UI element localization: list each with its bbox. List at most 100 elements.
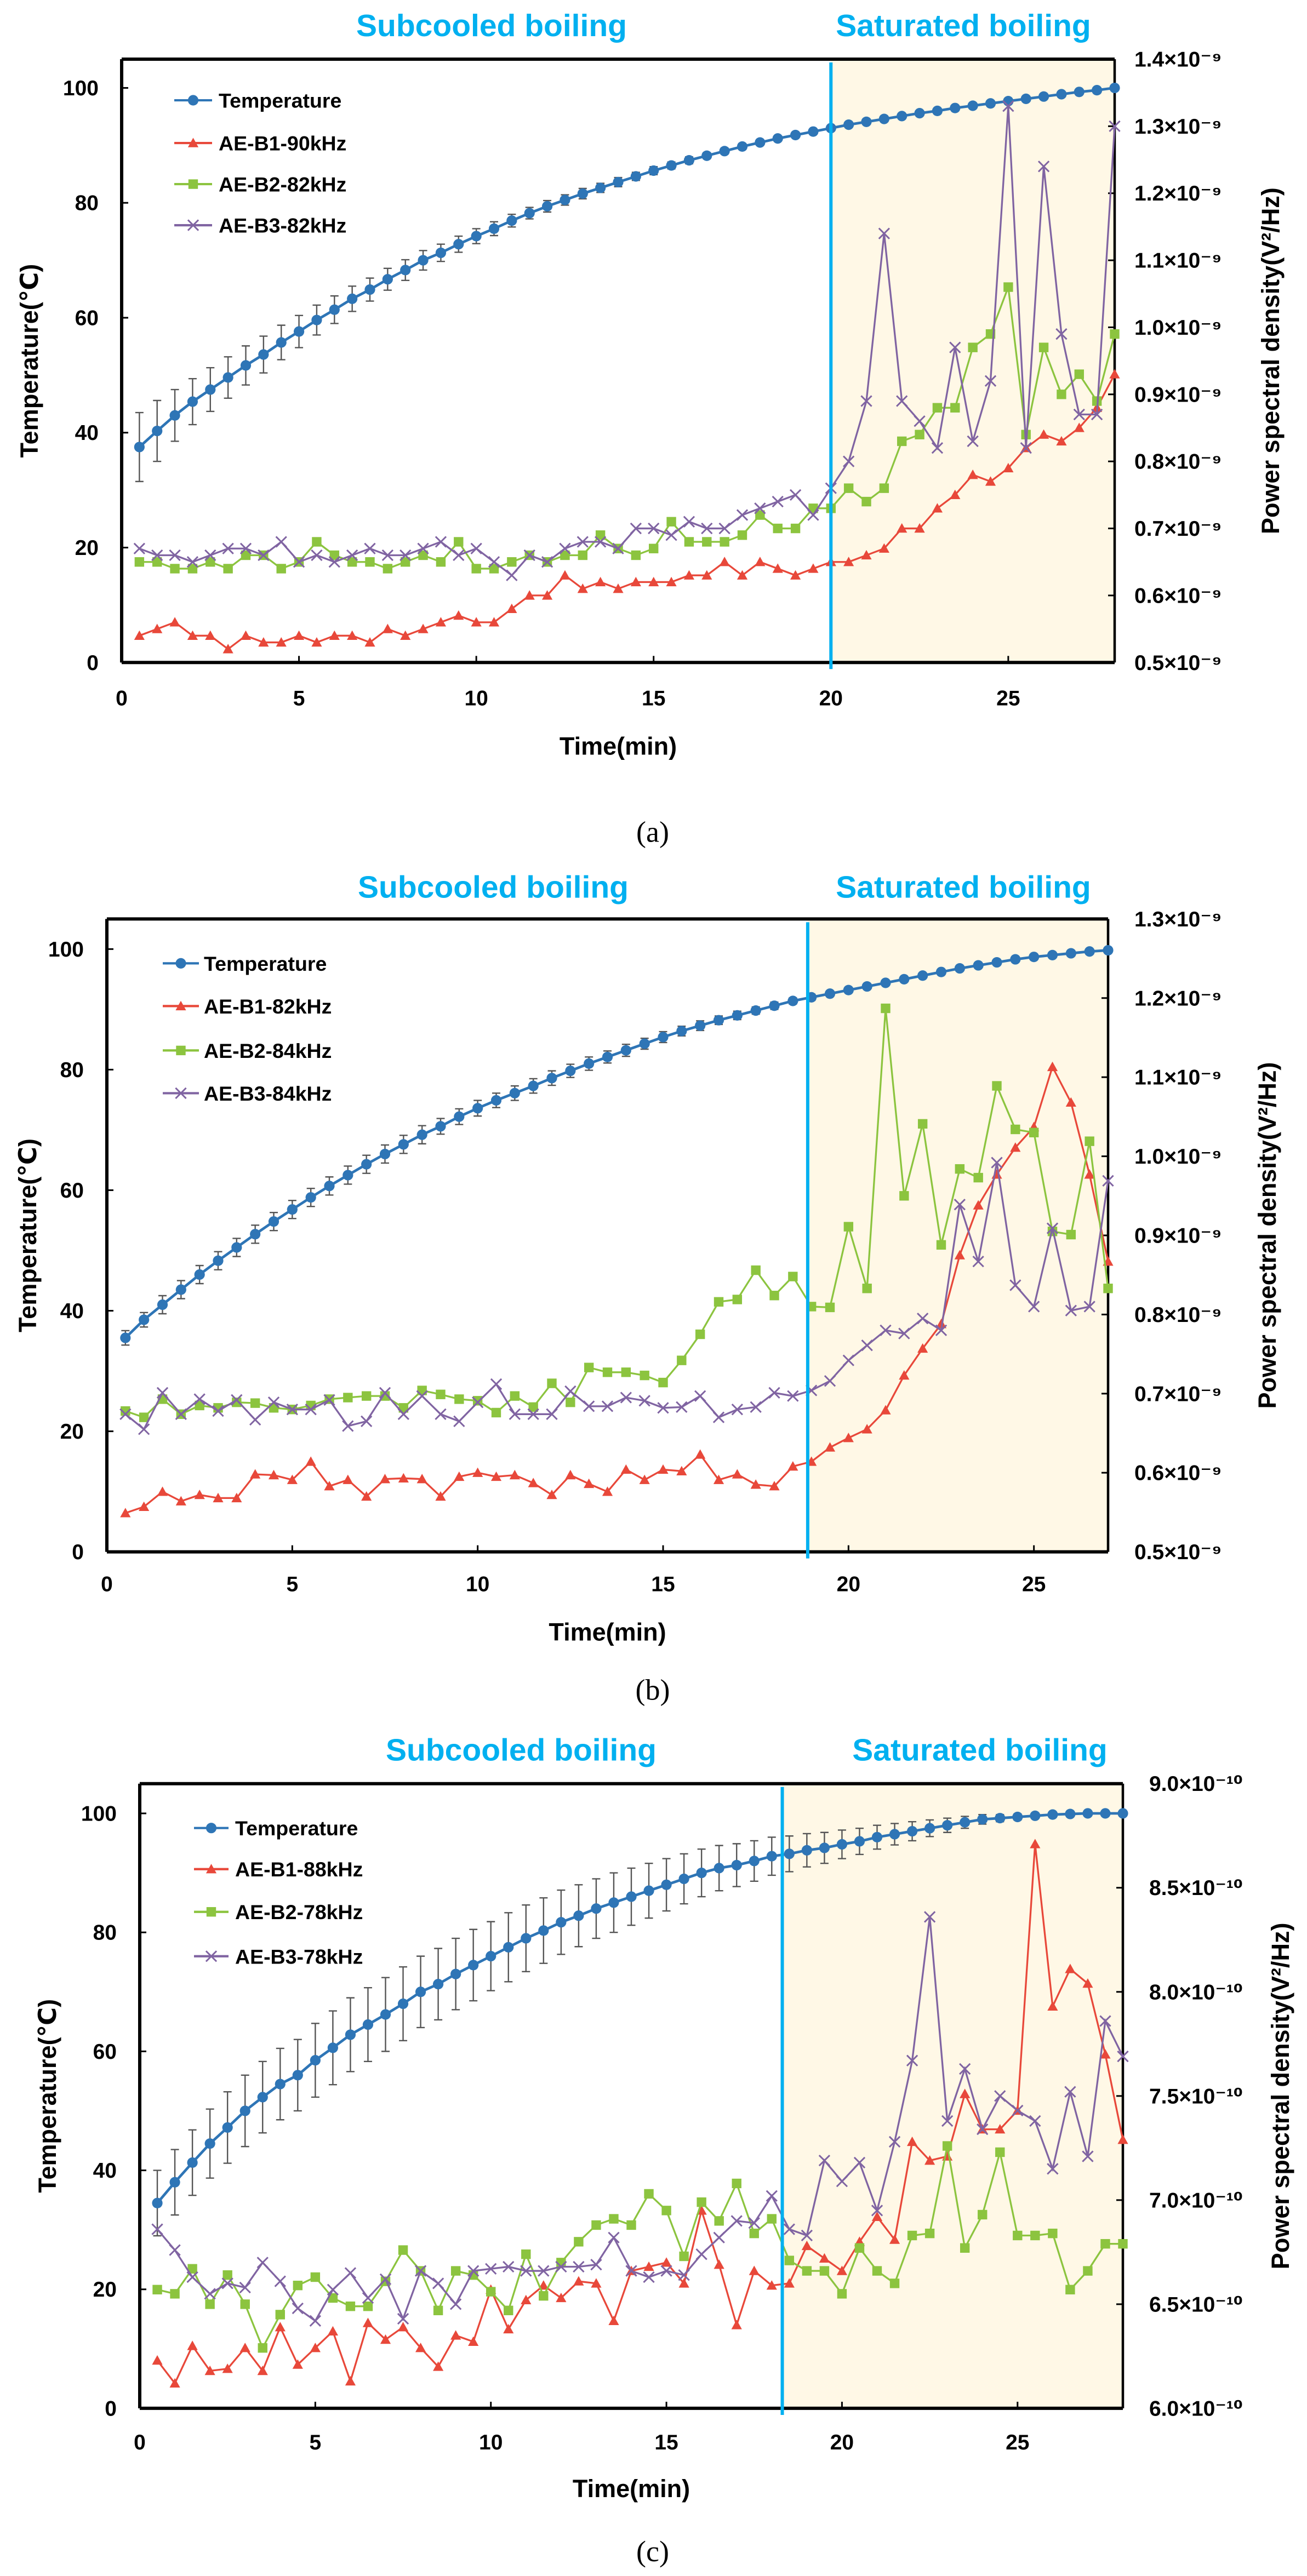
data-point bbox=[620, 1045, 631, 1056]
data-point bbox=[329, 550, 339, 560]
data-point bbox=[397, 1998, 409, 2010]
data-point bbox=[256, 2257, 269, 2269]
legend-marker-icon bbox=[176, 1045, 186, 1056]
data-point bbox=[696, 1867, 707, 1879]
x-tick-label: 15 bbox=[642, 686, 665, 710]
data-point bbox=[342, 1420, 354, 1432]
data-point bbox=[595, 530, 606, 540]
annotation-saturated-boiling: Saturated boiling bbox=[836, 869, 1091, 905]
data-point bbox=[347, 557, 357, 567]
data-point bbox=[1038, 429, 1049, 439]
data-point bbox=[361, 1159, 372, 1170]
data-point bbox=[293, 630, 305, 640]
y2-tick-label: 0.6×10⁻⁹ bbox=[1134, 584, 1222, 608]
data-point bbox=[133, 542, 146, 554]
data-point bbox=[343, 1474, 353, 1484]
data-point bbox=[488, 617, 500, 627]
data-point bbox=[754, 502, 766, 514]
data-point bbox=[1046, 1222, 1059, 1234]
data-point bbox=[436, 557, 446, 567]
y-tick-label: 60 bbox=[75, 306, 99, 330]
data-point bbox=[400, 630, 411, 640]
data-point bbox=[433, 1979, 444, 1990]
annotation-saturated-boiling: Saturated boiling bbox=[836, 8, 1091, 43]
data-point bbox=[329, 630, 340, 640]
data-point bbox=[1117, 2134, 1128, 2144]
data-point bbox=[134, 557, 145, 567]
data-point bbox=[880, 977, 891, 988]
data-point bbox=[565, 1469, 576, 1480]
x-tick-label: 5 bbox=[293, 686, 305, 710]
data-point bbox=[772, 495, 784, 508]
data-point bbox=[222, 542, 234, 554]
data-point bbox=[906, 2054, 918, 2066]
data-point bbox=[1118, 2239, 1128, 2249]
data-point bbox=[221, 2277, 233, 2289]
data-point bbox=[960, 2243, 970, 2253]
y-tick-label: 80 bbox=[60, 1058, 84, 1082]
data-point bbox=[898, 1327, 910, 1339]
data-point bbox=[731, 1859, 742, 1871]
data-point bbox=[750, 1401, 762, 1413]
data-point bbox=[790, 570, 801, 580]
data-point bbox=[1013, 2230, 1023, 2241]
data-point bbox=[435, 536, 447, 548]
data-point bbox=[1020, 442, 1032, 454]
data-point bbox=[521, 2249, 531, 2259]
data-point bbox=[170, 564, 180, 574]
data-point bbox=[1003, 95, 1014, 107]
data-point bbox=[139, 1412, 149, 1422]
data-point bbox=[538, 2265, 550, 2277]
data-point bbox=[731, 2320, 742, 2329]
data-point bbox=[772, 133, 783, 144]
legend-item: AE-B3-78kHz bbox=[194, 1945, 363, 1968]
data-point bbox=[489, 564, 499, 574]
legend-marker-icon bbox=[187, 95, 199, 106]
data-point bbox=[364, 637, 375, 647]
data-point bbox=[175, 1284, 186, 1295]
data-point bbox=[204, 549, 216, 562]
data-point bbox=[790, 129, 801, 141]
data-point bbox=[1100, 2239, 1110, 2249]
data-point bbox=[257, 2092, 268, 2103]
data-point bbox=[223, 564, 233, 574]
data-point bbox=[749, 2265, 760, 2275]
y-tick-label: 40 bbox=[75, 421, 99, 445]
data-point bbox=[450, 2330, 461, 2340]
data-point bbox=[267, 1396, 280, 1409]
data-point bbox=[361, 1415, 373, 1427]
data-point bbox=[935, 1324, 948, 1336]
data-point bbox=[398, 1139, 409, 1150]
data-point bbox=[453, 610, 464, 620]
data-point bbox=[292, 2070, 303, 2081]
data-point bbox=[1010, 1142, 1021, 1152]
data-point bbox=[435, 617, 447, 627]
annotation-saturated-boiling: Saturated boiling bbox=[852, 1733, 1107, 1768]
data-point bbox=[843, 984, 854, 995]
data-point bbox=[205, 630, 216, 640]
data-point bbox=[324, 1181, 335, 1192]
x-tick-label: 0 bbox=[116, 686, 128, 710]
x-tick-label: 0 bbox=[134, 2431, 146, 2454]
data-point bbox=[187, 564, 198, 574]
data-point bbox=[566, 1397, 575, 1407]
data-point bbox=[362, 2317, 374, 2327]
data-point bbox=[547, 1378, 557, 1388]
data-point bbox=[170, 2289, 180, 2299]
data-point bbox=[917, 1119, 928, 1129]
data-point bbox=[577, 583, 588, 593]
data-point bbox=[157, 1299, 168, 1310]
data-point bbox=[206, 557, 215, 567]
data-point bbox=[1065, 2285, 1075, 2294]
data-point bbox=[1010, 954, 1021, 965]
y-tick-label: 100 bbox=[48, 938, 84, 961]
data-point bbox=[861, 1339, 873, 1352]
data-point bbox=[676, 1026, 687, 1037]
data-point bbox=[973, 1200, 984, 1210]
data-point bbox=[187, 2340, 198, 2350]
data-point bbox=[749, 1856, 760, 1867]
data-point bbox=[932, 503, 943, 513]
data-point bbox=[713, 1474, 724, 1484]
data-point bbox=[591, 2278, 602, 2288]
data-point bbox=[275, 536, 287, 548]
